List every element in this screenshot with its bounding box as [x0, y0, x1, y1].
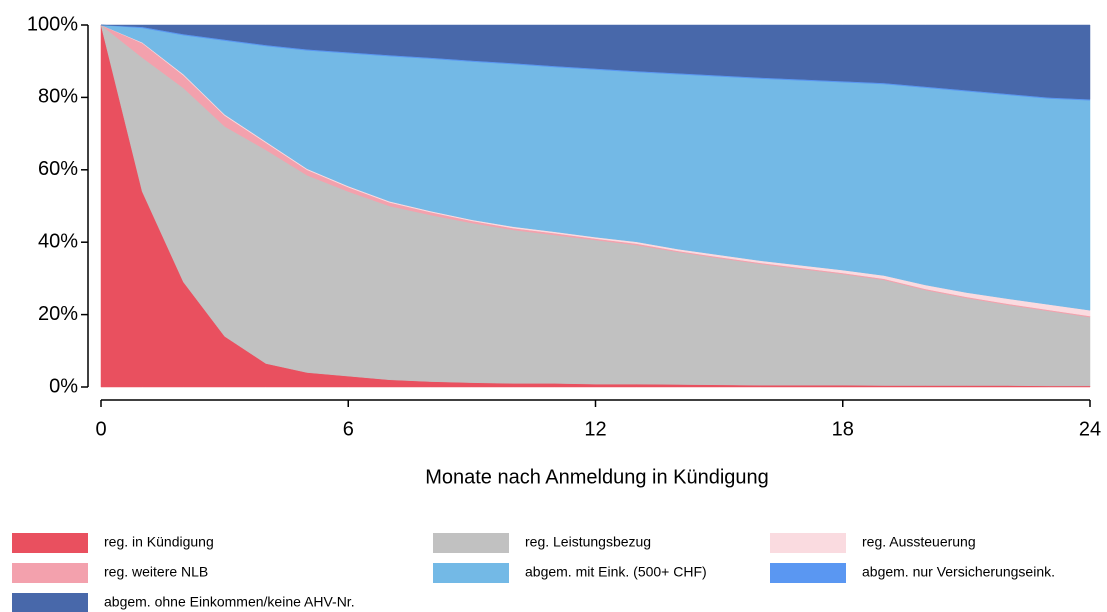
legend-swatch — [12, 533, 88, 553]
legend-label: abgem. mit Eink. (500+ CHF) — [525, 564, 707, 580]
y-tick-label: 0% — [49, 375, 78, 397]
plot-area — [100, 24, 1091, 388]
x-tick-label: 6 — [343, 418, 354, 440]
y-tick-label: 80% — [38, 86, 78, 108]
legend-label: reg. Aussteuerung — [862, 534, 976, 550]
y-tick-label: 20% — [38, 303, 78, 325]
legend-swatch — [12, 563, 88, 583]
y-tick-label: 100% — [27, 13, 78, 35]
legend-label: reg. in Kündigung — [104, 534, 214, 550]
legend-swatch — [770, 533, 846, 553]
legend-swatch — [770, 563, 846, 583]
legend-swatch — [433, 533, 509, 553]
legend-label: abgem. nur Versicherungseink. — [862, 564, 1055, 580]
x-axis-label: Monate nach Anmeldung in Kündigung — [425, 466, 769, 488]
area — [100, 24, 1091, 100]
legend-label: abgem. ohne Einkommen/keine AHV-Nr. — [104, 594, 355, 610]
x-tick-label: 18 — [832, 418, 854, 440]
legend-swatch — [12, 593, 88, 612]
x-tick-label: 24 — [1079, 418, 1101, 440]
legend-swatch — [433, 563, 509, 583]
x-tick-label: 12 — [584, 418, 606, 440]
y-tick-label: 40% — [38, 230, 78, 252]
legend-label: reg. weitere NLB — [104, 564, 208, 580]
y-tick-label: 60% — [38, 158, 78, 180]
x-tick-label: 0 — [95, 418, 106, 440]
legend-label: reg. Leistungsbezug — [525, 534, 651, 550]
